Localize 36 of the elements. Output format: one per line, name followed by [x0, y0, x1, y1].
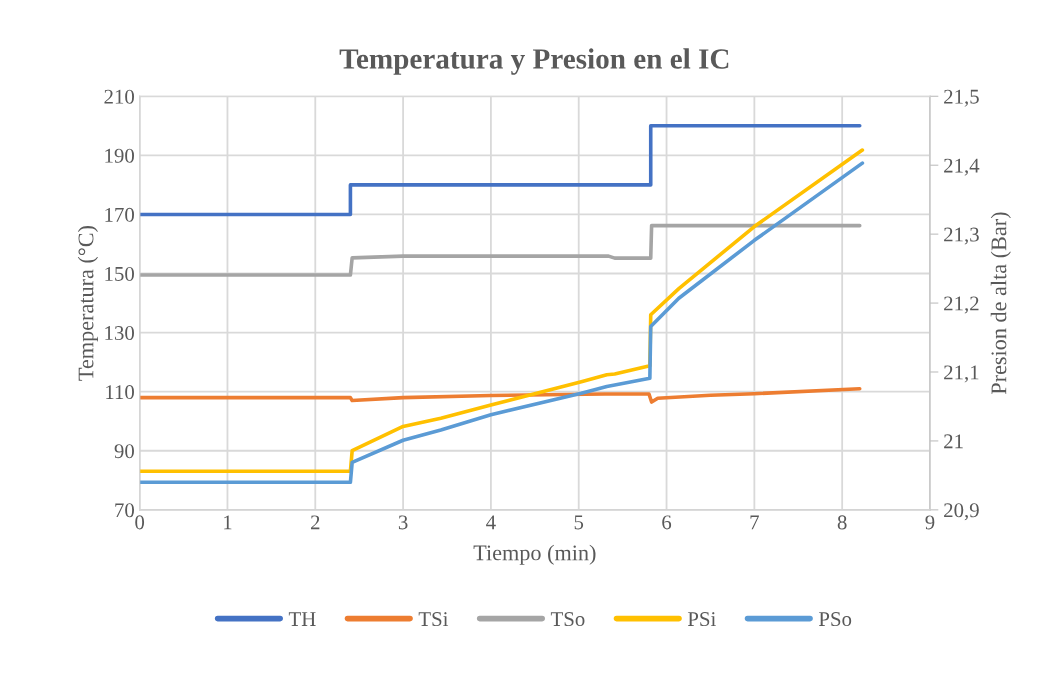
- y-axis-title: Temperatura (°C): [77, 226, 98, 381]
- line-series: [139, 223, 862, 277]
- y2-tick-label: 21: [944, 434, 963, 449]
- y2-tick-label: 21,2: [944, 296, 979, 314]
- y-tick-label: 110: [106, 385, 134, 400]
- legend-label: PSo: [818, 612, 852, 627]
- y-tick-label: 150: [105, 266, 134, 281]
- x-tick-label: 8: [837, 515, 847, 530]
- x-tick-label: 7: [750, 515, 759, 530]
- y2-tick-label: 21,5: [944, 89, 979, 107]
- y-tick-label: 190: [105, 148, 134, 163]
- x-tick-label: 5: [574, 515, 584, 530]
- x-tick-label: 6: [662, 515, 672, 530]
- x-tick-label: 1: [224, 515, 232, 530]
- y-tick-label: 210: [104, 89, 134, 104]
- y2-tick-label: 21,4: [944, 158, 980, 176]
- y2-axis-title: Presion de alta (Bar): [990, 212, 1011, 395]
- legend-label: PSi: [687, 612, 716, 627]
- x-tick-label: 0: [135, 515, 145, 530]
- y2-tick-label: 21,1: [944, 365, 979, 383]
- y-tick-label: 90: [114, 444, 134, 459]
- y-tick-label: 170: [105, 207, 134, 222]
- chart-title: Temperatura y Presion en el IC: [339, 48, 729, 75]
- legend-label: TSi: [418, 612, 449, 627]
- x-tick-label: 9: [925, 515, 935, 530]
- x-tick-label: 3: [398, 515, 408, 530]
- x-tick-label: 4: [486, 515, 496, 530]
- y-tick-label: 70: [115, 503, 134, 518]
- y2-tick-label: 20,9: [944, 503, 979, 521]
- legend-label: TSo: [550, 612, 585, 627]
- y-tick-label: 130: [105, 325, 134, 341]
- y2-tick-label: 21,3: [944, 227, 979, 245]
- x-tick-label: 2: [310, 515, 320, 530]
- x-axis-title: Tiempo (min): [473, 544, 596, 565]
- line-series: [139, 386, 862, 404]
- legend-label: TH: [288, 612, 316, 626]
